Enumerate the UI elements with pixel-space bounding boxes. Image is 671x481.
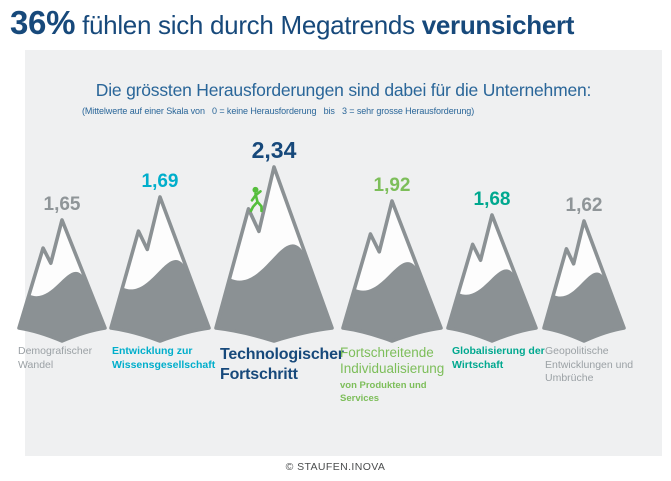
scale-note: (Mittelwerte auf einer Skala von 0 = kei… — [82, 106, 475, 116]
headline-text: fühlen sich durch Megatrends — [75, 10, 422, 40]
headline-emphasis: verunsichert — [421, 10, 575, 40]
chart-panel: Die grössten Herausforderungen sind dabe… — [25, 50, 662, 456]
headline: 36% fühlen sich durch Megatrends verunsi… — [10, 2, 665, 51]
headline-percent: 36% — [10, 4, 76, 41]
copyright: © STAUFEN.INOVA — [285, 461, 386, 473]
panel-title: Die grössten Herausforderungen sind dabe… — [95, 80, 592, 100]
